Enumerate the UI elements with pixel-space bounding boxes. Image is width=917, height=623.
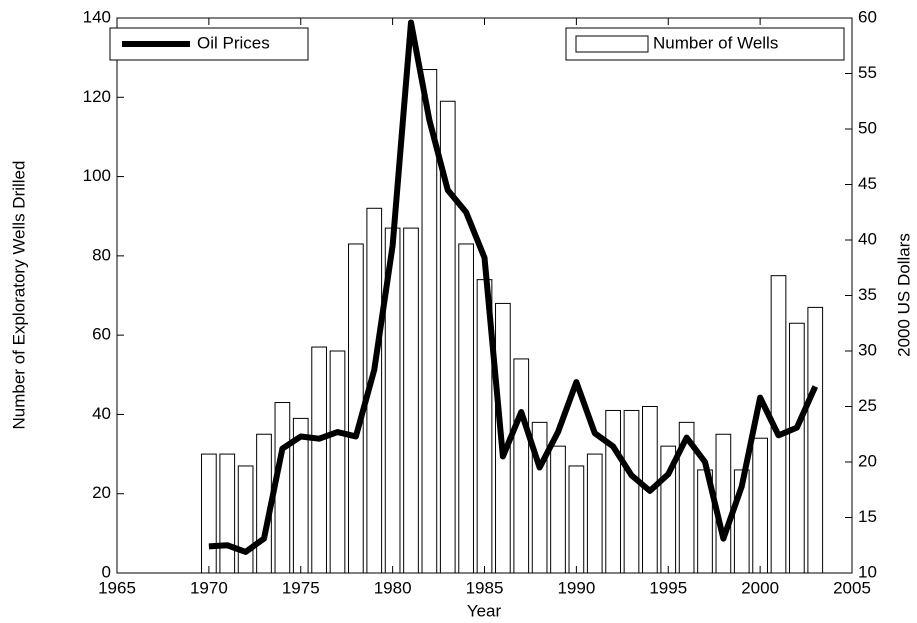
bar [237,465,254,574]
y2-tick-label: 45 [858,174,877,193]
y-tick-label: 0 [102,562,111,581]
x-tick-label: 1975 [282,578,320,597]
x-tick-label: 1990 [557,578,595,597]
y2-tick-label: 60 [858,7,877,26]
y2-tick-label: 30 [858,340,877,359]
y-tick-label: 80 [92,245,111,264]
x-tick-label: 1985 [466,578,504,597]
x-tick-label: 2000 [741,578,779,597]
legend-label: Number of Wells [653,33,778,52]
bar [586,453,603,574]
bar [605,409,621,574]
y2-tick-label: 35 [858,285,877,304]
y2-tick-label: 20 [858,451,877,470]
y2-tick-label: 25 [858,396,877,415]
bar [513,358,530,574]
x-tick-label: 2005 [833,578,871,597]
y-tick-label: 100 [83,166,111,185]
bar [329,350,346,574]
y2-tick-label: 15 [858,507,877,526]
y2-axis-label: 2000 US Dollars [894,233,913,357]
y-tick-label: 60 [92,325,111,344]
bar [219,453,236,574]
bar [752,437,768,574]
y2-tick-label: 55 [858,63,877,82]
legend-swatch [575,35,649,53]
bar [403,227,419,574]
bar [715,433,732,574]
y2-tick-label: 10 [858,562,877,581]
y-tick-label: 40 [92,404,111,423]
bar [458,243,474,574]
bar [789,322,805,574]
x-tick-label: 1970 [190,578,228,597]
y-tick-label: 120 [83,87,111,106]
x-tick-label: 1965 [98,578,136,597]
y-axis-label: Number of Exploratory Wells Drilled [9,161,28,430]
line [208,19,818,555]
legend-label: Oil Prices [197,33,270,52]
x-tick-label: 1995 [649,578,687,597]
bar [201,453,217,574]
bar [568,465,585,574]
x-axis-label: Year [467,601,502,620]
y-tick-label: 20 [92,483,111,502]
x-tick-label: 1980 [374,578,412,597]
y2-tick-label: 40 [858,229,877,248]
bar [311,346,327,574]
bar [550,445,566,574]
y-tick-label: 140 [83,7,111,26]
bar [807,306,824,574]
bar [623,409,640,574]
y2-tick-label: 50 [858,118,877,137]
